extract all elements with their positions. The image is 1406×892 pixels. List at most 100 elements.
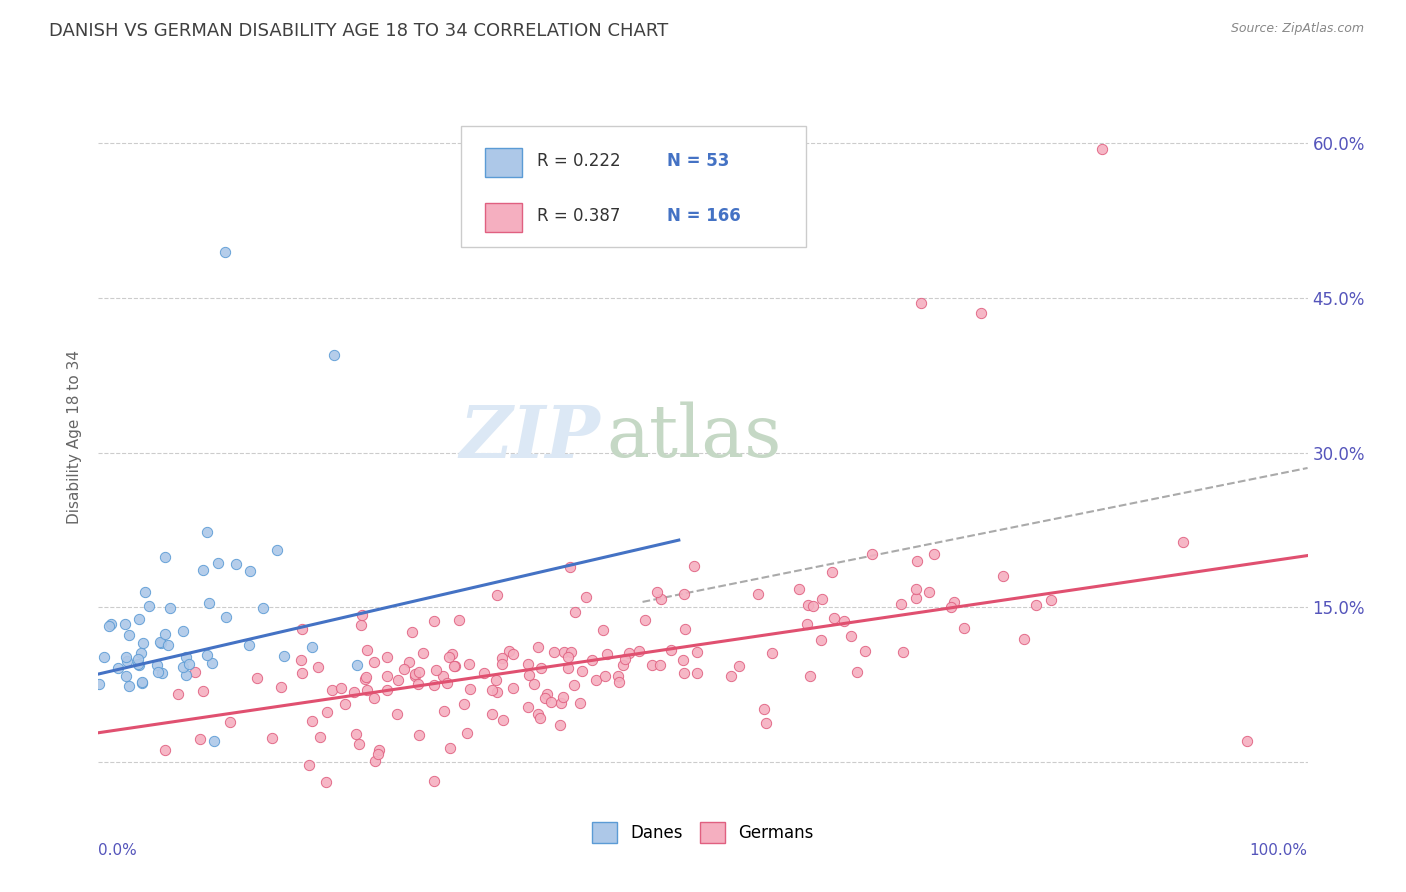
FancyBboxPatch shape	[485, 148, 522, 178]
Point	[323, 348, 346, 362]
Point	[301, 714, 323, 728]
Point	[498, 643, 520, 657]
Point	[1012, 632, 1035, 646]
Point	[401, 625, 423, 640]
Point	[650, 592, 672, 607]
Point	[375, 669, 398, 683]
Point	[569, 696, 592, 710]
Point	[128, 612, 150, 626]
Y-axis label: Disability Age 18 to 34: Disability Age 18 to 34	[67, 350, 83, 524]
Point	[219, 714, 242, 729]
Point	[612, 657, 634, 672]
Point	[558, 560, 581, 574]
Point	[354, 672, 377, 686]
Point	[860, 547, 883, 561]
Point	[115, 654, 138, 668]
Point	[131, 646, 153, 660]
Point	[853, 644, 876, 658]
Point	[367, 747, 389, 762]
Point	[801, 599, 824, 613]
Text: Source: ZipAtlas.com: Source: ZipAtlas.com	[1230, 22, 1364, 36]
Point	[191, 683, 214, 698]
Point	[239, 564, 262, 578]
Point	[628, 643, 651, 657]
Point	[673, 666, 696, 681]
Point	[132, 636, 155, 650]
Point	[392, 662, 415, 676]
Point	[823, 611, 845, 625]
Text: R = 0.387: R = 0.387	[537, 207, 620, 225]
Point	[747, 587, 769, 601]
Point	[456, 726, 478, 740]
Point	[93, 649, 115, 664]
Point	[204, 734, 226, 748]
Point	[557, 650, 579, 665]
Point	[177, 657, 200, 671]
Point	[356, 683, 378, 698]
Point	[943, 595, 966, 609]
Point	[491, 657, 513, 671]
Point	[127, 657, 149, 671]
Point	[672, 587, 695, 601]
Point	[607, 669, 630, 683]
Point	[150, 666, 173, 681]
Point	[127, 652, 149, 666]
Point	[270, 680, 292, 694]
Point	[307, 660, 329, 674]
Point	[153, 626, 176, 640]
Point	[298, 758, 321, 772]
Point	[408, 728, 430, 742]
Point	[195, 648, 218, 662]
Point	[356, 643, 378, 657]
Point	[905, 591, 928, 606]
Point	[550, 696, 572, 710]
FancyBboxPatch shape	[485, 203, 522, 232]
Point	[617, 646, 640, 660]
Point	[422, 614, 444, 628]
Point	[346, 658, 368, 673]
Point	[321, 682, 343, 697]
Point	[159, 600, 181, 615]
Point	[118, 628, 141, 642]
Point	[344, 727, 367, 741]
Text: N = 166: N = 166	[666, 207, 741, 225]
Point	[787, 582, 810, 596]
Point	[146, 657, 169, 672]
Point	[905, 554, 928, 568]
Point	[645, 585, 668, 599]
Point	[444, 659, 467, 673]
Point	[363, 655, 385, 669]
Point	[364, 754, 387, 768]
Point	[458, 657, 481, 672]
Point	[131, 674, 153, 689]
Point	[172, 660, 194, 674]
Point	[560, 644, 582, 658]
Point	[607, 675, 630, 690]
Point	[375, 649, 398, 664]
Point	[100, 616, 122, 631]
Point	[481, 707, 503, 722]
Text: N = 53: N = 53	[666, 153, 730, 170]
Point	[252, 601, 274, 615]
Point	[148, 634, 170, 648]
Point	[188, 732, 211, 747]
Point	[485, 673, 508, 687]
Point	[614, 652, 637, 666]
Point	[387, 673, 409, 688]
Text: DANISH VS GERMAN DISABILITY AGE 18 TO 34 CORRELATION CHART: DANISH VS GERMAN DISABILITY AGE 18 TO 34…	[49, 22, 668, 40]
Point	[89, 677, 111, 691]
Point	[682, 559, 704, 574]
Point	[540, 695, 562, 709]
Point	[673, 622, 696, 636]
Point	[1236, 734, 1258, 748]
Point	[453, 697, 475, 711]
Point	[648, 658, 671, 673]
Point	[991, 569, 1014, 583]
Point	[128, 658, 150, 673]
Point	[167, 687, 190, 701]
Text: 100.0%: 100.0%	[1250, 843, 1308, 858]
Point	[517, 668, 540, 682]
Point	[516, 699, 538, 714]
Point	[134, 585, 156, 599]
Point	[330, 681, 353, 695]
